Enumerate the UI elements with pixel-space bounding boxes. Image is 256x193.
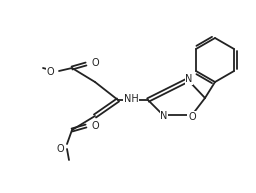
Text: O: O (188, 112, 196, 122)
Text: O: O (91, 58, 99, 68)
Text: O: O (91, 121, 99, 131)
Text: O: O (46, 67, 54, 77)
Text: NH: NH (124, 94, 138, 104)
Text: N: N (160, 111, 168, 121)
Text: N: N (185, 74, 193, 84)
Text: O: O (56, 144, 64, 154)
